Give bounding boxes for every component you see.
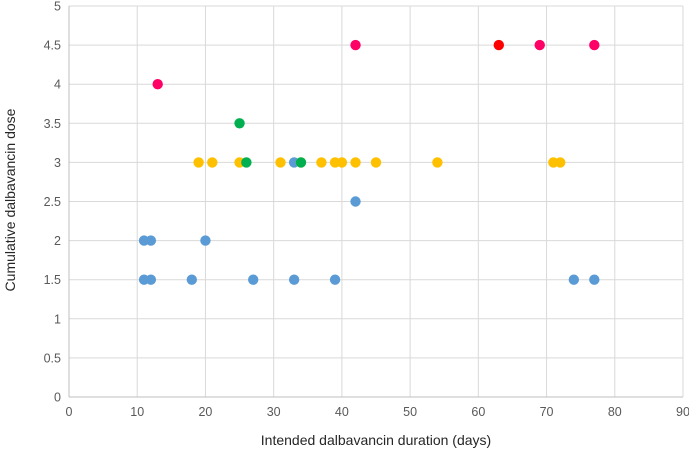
data-point — [493, 39, 504, 51]
x-tick-label: 30 — [267, 405, 281, 419]
x-tick-label: 60 — [471, 405, 485, 419]
data-point — [241, 157, 252, 168]
x-tick-label: 50 — [403, 405, 417, 419]
data-point — [145, 235, 157, 246]
y-axis-title: Cumulative dalbavancin dose — [2, 108, 18, 291]
data-point — [589, 39, 600, 51]
y-tick-label: 4.5 — [44, 39, 61, 53]
data-point — [329, 274, 341, 285]
data-point — [589, 274, 600, 285]
data-point — [295, 157, 307, 168]
x-tick-label: 10 — [130, 405, 144, 419]
x-tick-label: 20 — [198, 405, 212, 419]
data-point — [193, 157, 204, 168]
data-point — [207, 157, 218, 168]
data-point — [234, 118, 245, 129]
x-tick-label: 40 — [335, 405, 349, 419]
x-tick-label: 0 — [66, 405, 73, 419]
data-point — [350, 196, 361, 207]
y-tick-label: 2.5 — [44, 195, 61, 209]
x-tick-label: 90 — [676, 405, 689, 419]
tick-labels: 0 10 20 30 40 50 60 70 80 90 0 0.5 1 1.5 2 2.5 3 3.5 4 4.5 5 — [44, 0, 689, 419]
data-point — [200, 235, 211, 246]
data-point — [186, 274, 197, 285]
y-tick-label: 4 — [54, 78, 61, 92]
y-tick-label: 3 — [54, 156, 61, 170]
y-tick-label: 0 — [54, 391, 61, 405]
data-point — [248, 274, 259, 285]
y-tick-label: 5 — [54, 0, 61, 14]
data-point — [534, 39, 545, 51]
data-point — [152, 79, 163, 90]
data-point — [555, 157, 566, 168]
data-point — [145, 274, 157, 285]
data-point — [350, 39, 361, 51]
y-tick-label: 0.5 — [44, 351, 61, 365]
data-point — [275, 157, 286, 168]
y-tick-label: 1 — [54, 312, 61, 326]
y-tick-label: 3.5 — [44, 117, 61, 131]
data-point — [316, 157, 327, 168]
data-point — [336, 157, 348, 168]
data-point — [432, 157, 443, 168]
data-points — [138, 39, 600, 285]
y-tick-label: 1.5 — [44, 273, 61, 287]
gridlines — [69, 5, 684, 397]
data-point — [370, 157, 382, 168]
x-tick-label: 70 — [540, 405, 554, 419]
x-tick-label: 80 — [608, 405, 622, 419]
data-point — [350, 157, 361, 168]
y-tick-label: 2 — [54, 234, 61, 248]
axes — [68, 6, 683, 398]
data-point — [568, 274, 580, 285]
data-point — [288, 274, 300, 285]
x-axis-title: Intended dalbavancin duration (days) — [261, 432, 491, 448]
